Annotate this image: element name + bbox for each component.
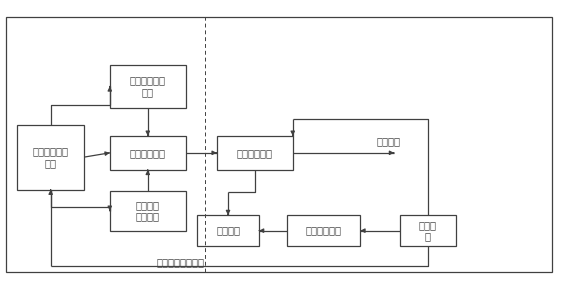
Text: 脉宽选择模块: 脉宽选择模块: [237, 148, 272, 158]
Bar: [110, 136, 186, 170]
Text: 固定标称晶振
模块: 固定标称晶振 模块: [130, 76, 166, 97]
Text: 控制模
块: 控制模 块: [419, 220, 437, 241]
Bar: [110, 65, 186, 108]
Text: 电压激励模块: 电压激励模块: [306, 226, 342, 236]
Text: 脉冲触发模块: 脉冲触发模块: [130, 148, 166, 158]
Text: 时钟同步信息反馈: 时钟同步信息反馈: [156, 258, 204, 267]
Bar: [287, 215, 360, 246]
Bar: [400, 215, 456, 246]
Bar: [110, 191, 186, 231]
Bar: [217, 136, 293, 170]
Text: 脉冲输出: 脉冲输出: [377, 136, 400, 146]
Text: 压敏电容: 压敏电容: [216, 226, 240, 236]
Bar: [197, 215, 259, 246]
Bar: [17, 125, 84, 190]
Text: 时钟同步比较
模块: 时钟同步比较 模块: [33, 146, 69, 168]
Text: 频差调节
晶振模块: 频差调节 晶振模块: [136, 200, 160, 222]
